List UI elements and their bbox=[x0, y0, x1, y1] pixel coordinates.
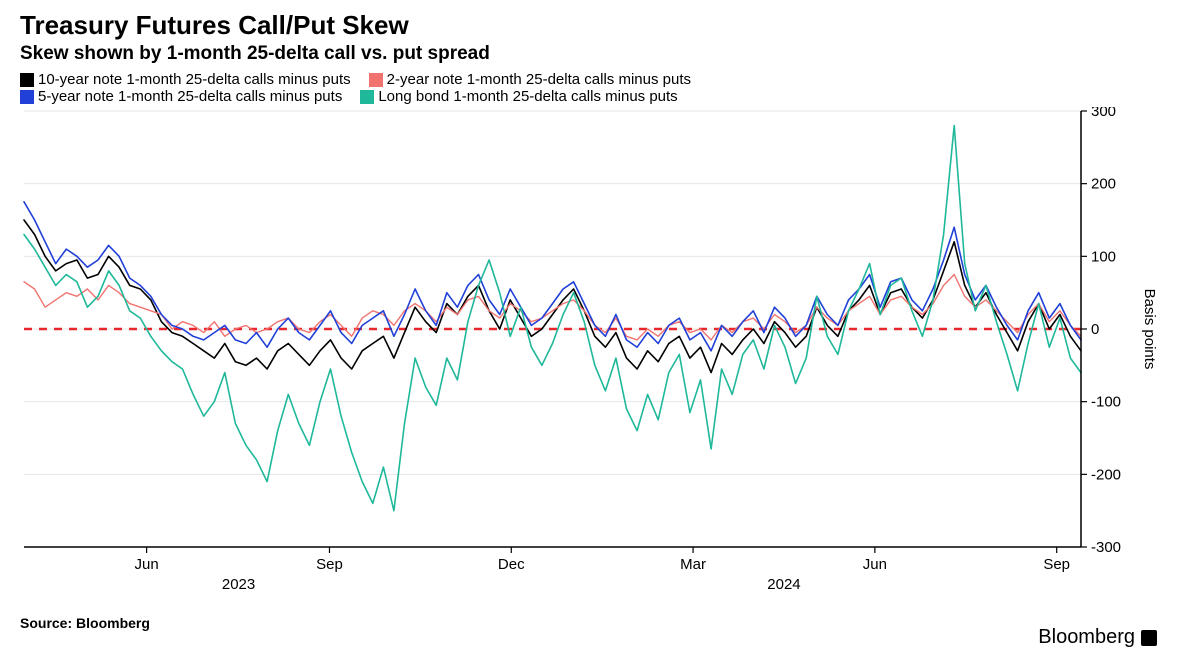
x-tick-label: Dec bbox=[498, 556, 525, 573]
y-tick-label: 0 bbox=[1091, 321, 1099, 338]
legend-swatch bbox=[20, 90, 34, 104]
x-tick-label: Jun bbox=[863, 556, 887, 573]
chart-svg: -300 -200 -100 0 100 200 300 Basis points Jun Sep… bbox=[20, 107, 1159, 607]
y-tick-label: 200 bbox=[1091, 176, 1116, 193]
legend-label: 5-year note 1-month 25-delta calls minus… bbox=[38, 88, 342, 105]
y-tick-label: 100 bbox=[1091, 248, 1116, 265]
chart-subtitle: Skew shown by 1-month 25-delta call vs. … bbox=[20, 43, 1159, 65]
brand-label: Bloomberg bbox=[1038, 626, 1157, 649]
y-tick-label: -200 bbox=[1091, 466, 1121, 483]
y-tick-label: -100 bbox=[1091, 394, 1121, 411]
legend-item: 5-year note 1-month 25-delta calls minus… bbox=[20, 88, 342, 105]
y-axis-label: Basis points bbox=[1141, 289, 1158, 370]
y-tick-label: -300 bbox=[1091, 539, 1121, 556]
x-tick-label: Jun bbox=[135, 556, 159, 573]
legend-swatch bbox=[369, 73, 383, 87]
legend-item: 2-year note 1-month 25-delta calls minus… bbox=[369, 71, 691, 88]
y-tick-label: 300 bbox=[1091, 107, 1116, 120]
legend-item: 10-year note 1-month 25-delta calls minu… bbox=[20, 71, 351, 88]
legend-swatch bbox=[20, 73, 34, 87]
legend-label: Long bond 1-month 25-delta calls minus p… bbox=[378, 88, 677, 105]
x-tick-label: Sep bbox=[1043, 556, 1070, 573]
x-year-label: 2024 bbox=[767, 576, 800, 593]
legend-item: Long bond 1-month 25-delta calls minus p… bbox=[360, 88, 677, 105]
series-line bbox=[24, 220, 1081, 373]
legend-label: 10-year note 1-month 25-delta calls minu… bbox=[38, 71, 351, 88]
brand-icon bbox=[1141, 630, 1157, 646]
legend-label: 2-year note 1-month 25-delta calls minus… bbox=[387, 71, 691, 88]
legend-swatch bbox=[360, 90, 374, 104]
x-tick-label: Sep bbox=[316, 556, 343, 573]
brand-text: Bloomberg bbox=[1038, 626, 1135, 649]
chart-source: Source: Bloomberg bbox=[20, 615, 1159, 631]
x-year-label: 2023 bbox=[222, 576, 255, 593]
chart-legend: 10-year note 1-month 25-delta calls minu… bbox=[20, 71, 1159, 105]
x-tick-label: Mar bbox=[680, 556, 706, 573]
chart-title: Treasury Futures Call/Put Skew bbox=[20, 10, 1159, 41]
chart-container: { "title": "Treasury Futures Call/Put Sk… bbox=[0, 0, 1179, 661]
chart-plot-area: -300 -200 -100 0 100 200 300 Basis points Jun Sep… bbox=[20, 107, 1159, 607]
